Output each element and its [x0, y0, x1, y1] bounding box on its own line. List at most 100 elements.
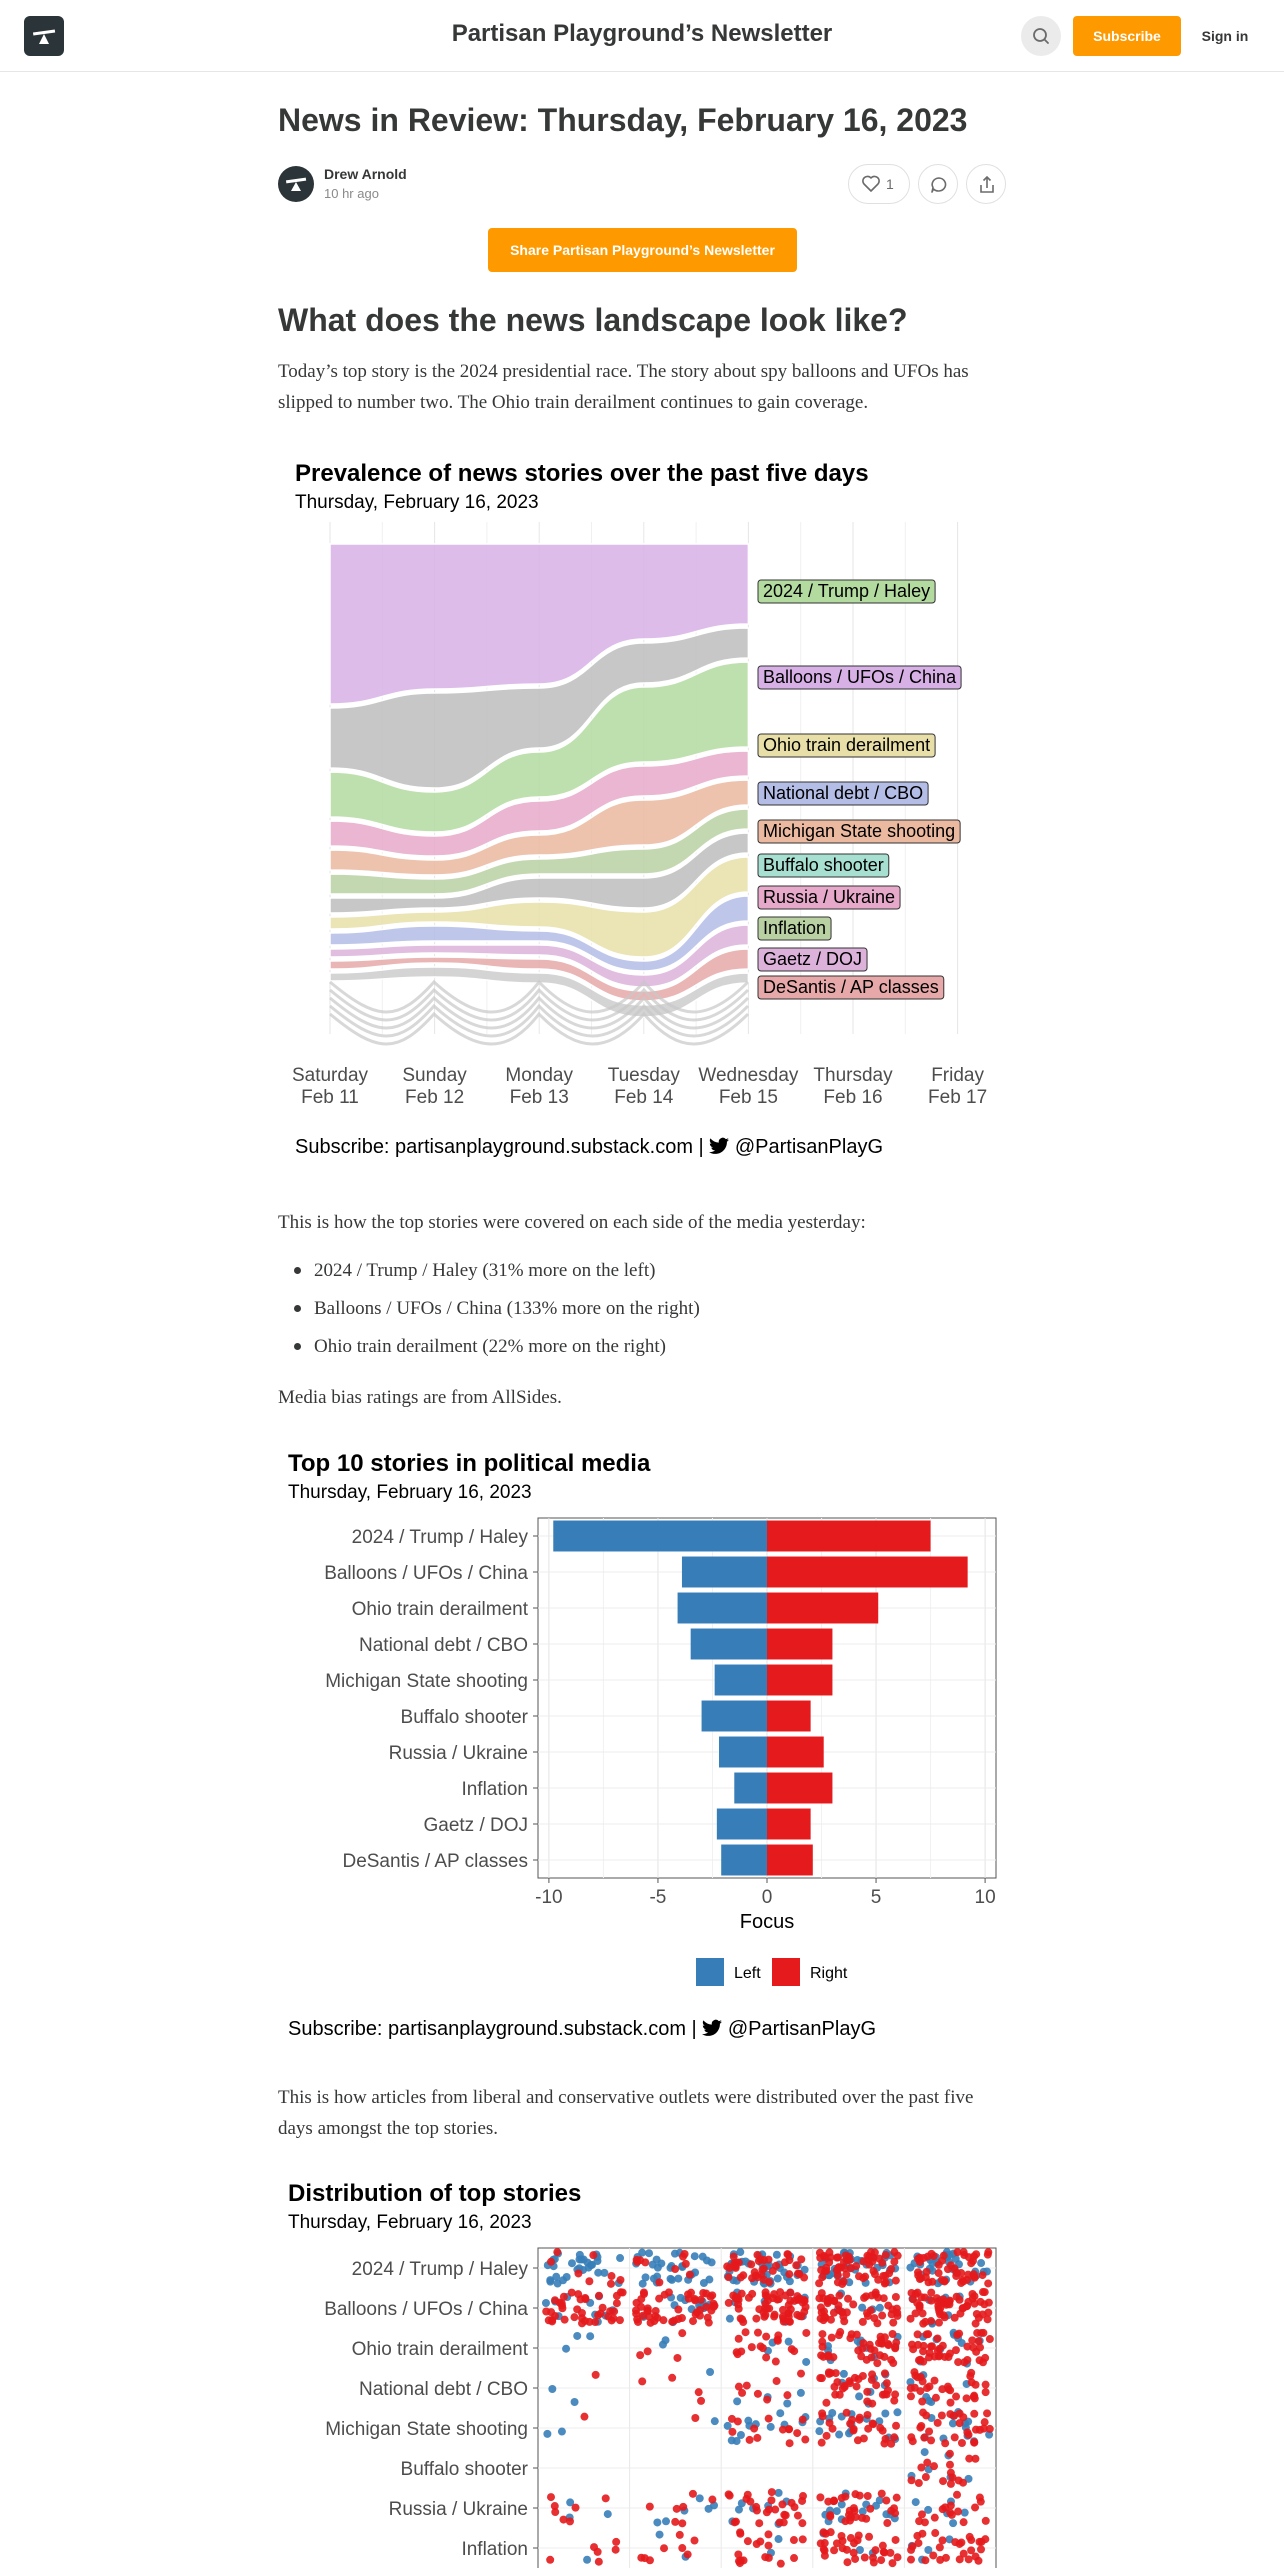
dot-left [815, 2427, 824, 2436]
avatar[interactable] [278, 166, 314, 202]
stream-tail [329, 987, 750, 1022]
dot-left [828, 2408, 837, 2417]
stream-band [329, 948, 750, 1002]
dot-right [919, 2319, 928, 2328]
dot-right [594, 2291, 603, 2300]
dot-right [917, 2463, 926, 2472]
dot-left [736, 2430, 745, 2439]
dot-right [866, 2504, 875, 2513]
comment-button[interactable] [918, 164, 958, 204]
dot-right [756, 2537, 765, 2546]
bar-left [719, 1736, 767, 1768]
y-tick-label: National debt / CBO [359, 1635, 528, 1656]
dot-right [884, 2301, 893, 2310]
dot-right [790, 2554, 799, 2563]
dot-right [679, 2502, 688, 2511]
dot-left [772, 2250, 781, 2259]
dot-right [786, 2305, 795, 2314]
dot-right [891, 2276, 900, 2285]
dot-right [880, 2369, 889, 2378]
dot-right [891, 2344, 900, 2353]
dot-right [941, 2439, 950, 2448]
dot-right [967, 2259, 976, 2268]
dot-right [678, 2329, 687, 2338]
dot-right [959, 2478, 968, 2487]
sign-in-link[interactable]: Sign in [1201, 28, 1249, 44]
dot-left [875, 2417, 884, 2426]
publication-title[interactable]: Partisan Playground’s Newsletter [451, 20, 833, 47]
dot-right [801, 2435, 810, 2444]
stream-label-text: Russia / Ukraine [763, 887, 895, 907]
dot-right [962, 2394, 971, 2403]
dot-right [640, 2554, 649, 2563]
dot-right [671, 2517, 680, 2526]
dot-right [869, 2420, 878, 2429]
dot-right [953, 2331, 962, 2340]
dot-right [938, 2341, 947, 2350]
dot-right [852, 2330, 861, 2339]
dot-right [550, 2502, 559, 2511]
like-button[interactable]: 1 [848, 164, 910, 204]
dot-right [775, 2518, 784, 2527]
dot-right [976, 2343, 985, 2352]
dot-left [594, 2268, 603, 2277]
dot-right [888, 2559, 897, 2568]
dot-right [859, 2338, 868, 2347]
dot-right [551, 2508, 560, 2517]
dot-right [763, 2395, 772, 2404]
dot-right [840, 2317, 849, 2326]
dot-left [906, 2263, 915, 2272]
subscribe-button[interactable]: Subscribe [1073, 16, 1181, 56]
dot-right [800, 2307, 809, 2316]
dot-right [880, 2352, 889, 2361]
stream-label: DeSantis / AP classes [757, 975, 945, 1000]
dot-left [558, 2276, 567, 2285]
footer-handle[interactable]: @PartisanPlayG [727, 2018, 876, 2040]
dot-right [580, 2412, 589, 2421]
stream-band [329, 543, 750, 705]
dot-chart: 2024 / Trump / Haley Balloons / UFOs / Ch… [324, 2247, 997, 2568]
stream-label: 2024 / Trump / Haley [757, 579, 936, 604]
dot-right [927, 2317, 936, 2326]
dot-right [892, 2493, 901, 2502]
dot-right [683, 2550, 692, 2559]
dot-right [742, 2381, 751, 2390]
dot-right [854, 2375, 863, 2384]
seesaw-logo-icon[interactable] [24, 16, 64, 56]
dot-right [837, 2531, 846, 2540]
dot-left [566, 2498, 575, 2507]
dot-right [921, 2556, 930, 2565]
dot-right [771, 2505, 780, 2514]
dot-right [959, 2248, 968, 2257]
stream-band [329, 779, 750, 876]
dot-left [653, 2263, 662, 2272]
share-newsletter-button[interactable]: Share Partisan Playground’s Newsletter [488, 228, 797, 272]
dot-right [971, 2552, 980, 2561]
dot-right [843, 2558, 852, 2567]
dot-right [950, 2313, 959, 2322]
dot-right [746, 2497, 755, 2506]
dot-right [886, 2548, 895, 2557]
dot-left [766, 2422, 775, 2431]
author-name[interactable]: Drew Arnold [324, 166, 407, 182]
chart-footer: Subscribe: partisanplayground.substack.c… [288, 2018, 876, 2041]
dot-right [733, 2350, 742, 2359]
dot-right [594, 2311, 603, 2320]
dot-left [543, 2429, 552, 2438]
dot-right [835, 2390, 844, 2399]
dot-left [541, 2299, 550, 2308]
search-button[interactable] [1021, 16, 1061, 56]
dot-right [855, 2415, 864, 2424]
stream-tail [329, 1011, 750, 1046]
footer-handle[interactable]: @PartisanPlayG [734, 1136, 883, 1158]
dot-right [826, 2253, 835, 2262]
dot-right [761, 2299, 770, 2308]
dot-left [670, 2249, 679, 2258]
dot-right [952, 2392, 961, 2401]
dot-right [546, 2555, 555, 2564]
share-button[interactable] [966, 164, 1006, 204]
stream-band [329, 808, 750, 895]
dot-right [927, 2288, 936, 2297]
dot-right [754, 2257, 763, 2266]
dot-right [957, 2278, 966, 2287]
